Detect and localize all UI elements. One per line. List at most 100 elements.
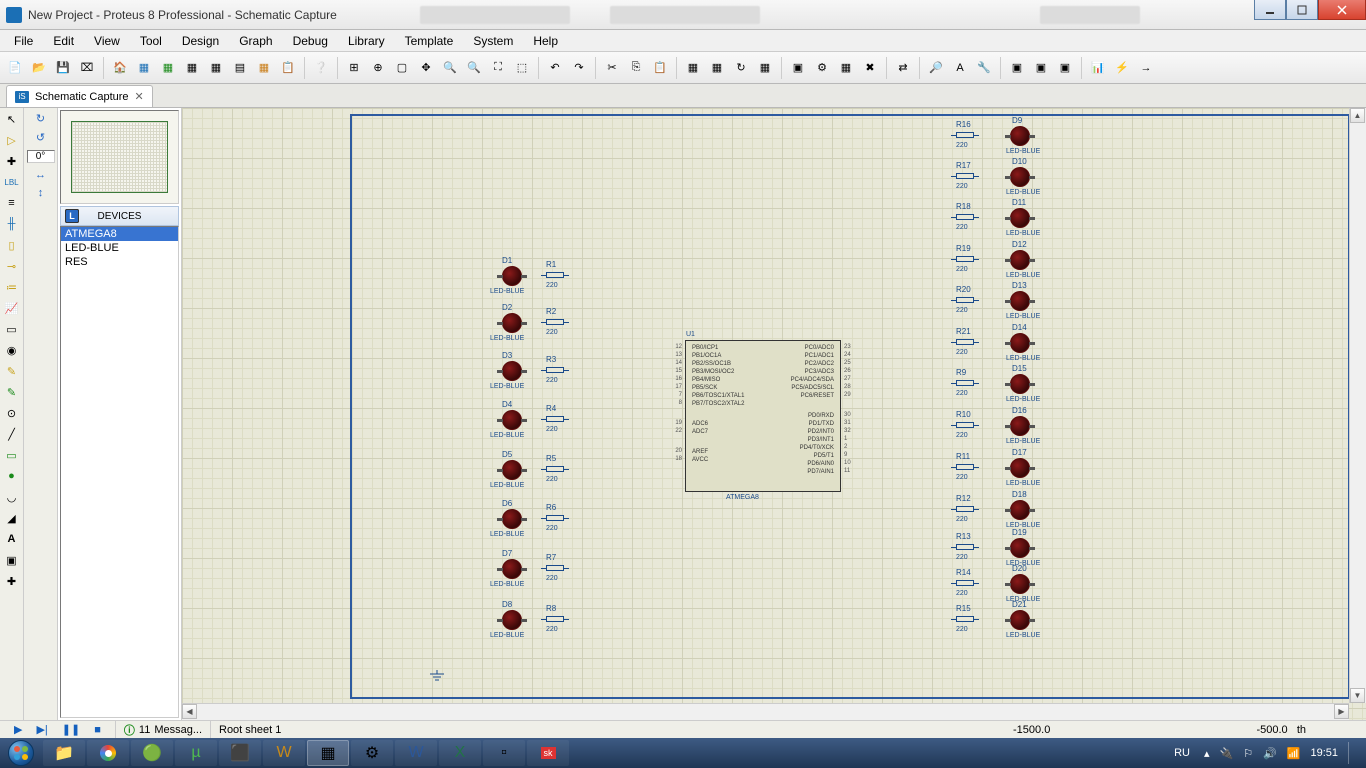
origin-button[interactable]: ⊕ — [367, 57, 389, 79]
canvas[interactable]: PB0/ICP112PB1/OC1A13PB2/SS/OC1B14PB3/MOS… — [182, 108, 1366, 720]
led-component[interactable] — [1010, 458, 1030, 478]
background-tab[interactable] — [420, 6, 570, 24]
schematic-button[interactable]: ▦ — [133, 57, 155, 79]
scroll-down-button[interactable]: ▼ — [1350, 688, 1365, 703]
home-button[interactable]: 🏠 — [109, 57, 131, 79]
taskbar-app[interactable]: W — [395, 740, 437, 766]
resistor-component[interactable] — [952, 256, 978, 264]
sheet-segment[interactable]: Root sheet 1 — [210, 721, 289, 738]
resistor-component[interactable] — [952, 173, 978, 181]
menu-tool[interactable]: Tool — [130, 32, 172, 50]
minimize-button[interactable] — [1254, 0, 1286, 20]
zoom-out-button[interactable]: 🔍 — [463, 57, 485, 79]
tape-tool[interactable]: ▭ — [2, 320, 22, 338]
list-item[interactable]: RES — [61, 255, 178, 269]
resistor-component[interactable] — [952, 464, 978, 472]
gerber-button[interactable]: ▦ — [205, 57, 227, 79]
close-project-button[interactable]: ⌧ — [76, 57, 98, 79]
snap-button[interactable]: ▢ — [391, 57, 413, 79]
search-button[interactable]: 🔎 — [925, 57, 947, 79]
junction-tool[interactable]: ✚ — [2, 152, 22, 170]
instrument-tool[interactable]: ⊙ — [2, 404, 22, 422]
led-component[interactable] — [1010, 610, 1030, 630]
device-pin-tool[interactable]: ≔ — [2, 278, 22, 296]
menu-debug[interactable]: Debug — [283, 32, 338, 50]
graph-tool[interactable]: 📈 — [2, 299, 22, 317]
selection-tool[interactable]: ↖ — [2, 110, 22, 128]
scroll-right-button[interactable]: ▶ — [1334, 704, 1349, 719]
probe-tool[interactable]: ✎ — [2, 362, 22, 380]
resistor-component[interactable] — [542, 367, 568, 375]
network-icon[interactable]: 📶 — [1287, 747, 1301, 760]
resistor-component[interactable] — [542, 466, 568, 474]
make-device-button[interactable]: ⚙ — [811, 57, 833, 79]
start-button[interactable] — [0, 738, 42, 768]
delete-sheet-button[interactable]: ▣ — [1030, 57, 1052, 79]
list-item[interactable]: ATMEGA8 — [61, 227, 178, 241]
circle-tool[interactable]: ● — [2, 467, 22, 485]
menu-template[interactable]: Template — [395, 32, 464, 50]
code-button[interactable]: ▦ — [253, 57, 275, 79]
resistor-component[interactable] — [542, 416, 568, 424]
zoom-in-button[interactable]: 🔍 — [439, 57, 461, 79]
power-icon[interactable]: 🔌 — [1219, 747, 1233, 760]
generator-tool[interactable]: ◉ — [2, 341, 22, 359]
decompose-button[interactable]: ✖ — [859, 57, 881, 79]
resistor-component[interactable] — [952, 339, 978, 347]
led-component[interactable] — [1010, 538, 1030, 558]
clock[interactable]: 19:51 — [1310, 747, 1338, 759]
horizontal-scrollbar[interactable]: ◀ ▶ — [182, 703, 1349, 720]
help-button[interactable]: ❔ — [310, 57, 332, 79]
pcb-button[interactable]: ▦ — [157, 57, 179, 79]
led-component[interactable] — [502, 266, 522, 286]
resistor-component[interactable] — [542, 272, 568, 280]
led-component[interactable] — [502, 509, 522, 529]
text-script-tool[interactable]: ≡ — [2, 194, 22, 212]
block-delete-button[interactable]: ▦ — [754, 57, 776, 79]
marker-tool[interactable]: ✚ — [2, 572, 22, 590]
resistor-component[interactable] — [952, 506, 978, 514]
pick-button[interactable]: ▣ — [787, 57, 809, 79]
new-sheet-button[interactable]: ▣ — [1006, 57, 1028, 79]
bus-tool[interactable]: ╫ — [2, 215, 22, 233]
package-button[interactable]: ▦ — [835, 57, 857, 79]
tab-close-button[interactable]: ✕ — [135, 90, 144, 103]
led-component[interactable] — [1010, 416, 1030, 436]
close-button[interactable] — [1318, 0, 1366, 20]
led-component[interactable] — [502, 559, 522, 579]
list-item[interactable]: LED-BLUE — [61, 241, 178, 255]
flag-icon[interactable]: ⚐ — [1243, 747, 1253, 760]
taskbar-app[interactable]: ⚙ — [351, 740, 393, 766]
exit-sheet-button[interactable]: ▣ — [1054, 57, 1076, 79]
devices-list[interactable]: ATMEGA8 LED-BLUE RES — [60, 226, 179, 718]
taskbar-app[interactable]: sk — [527, 740, 569, 766]
cut-button[interactable]: ✂ — [601, 57, 623, 79]
taskbar-app[interactable]: ⬛ — [219, 740, 261, 766]
resistor-component[interactable] — [952, 132, 978, 140]
led-component[interactable] — [1010, 500, 1030, 520]
flip-v-button[interactable]: ↕ — [38, 187, 44, 199]
netlist-button[interactable]: → — [1135, 57, 1157, 79]
language-indicator[interactable]: RU — [1170, 745, 1194, 761]
volume-icon[interactable]: 🔊 — [1263, 747, 1277, 760]
block-copy-button[interactable]: ▦ — [682, 57, 704, 79]
resistor-component[interactable] — [952, 616, 978, 624]
block-rotate-button[interactable]: ↻ — [730, 57, 752, 79]
menu-library[interactable]: Library — [338, 32, 395, 50]
block-move-button[interactable]: ▦ — [706, 57, 728, 79]
subcircuit-tool[interactable]: ▯ — [2, 236, 22, 254]
menu-file[interactable]: File — [4, 32, 43, 50]
scroll-up-button[interactable]: ▲ — [1350, 108, 1365, 123]
terminal-tool[interactable]: ⊸ — [2, 257, 22, 275]
play-button[interactable]: ▶ — [14, 723, 22, 736]
label-tool[interactable]: LBL — [2, 173, 22, 191]
zoom-area-button[interactable]: ⬚ — [511, 57, 533, 79]
background-tab[interactable] — [610, 6, 760, 24]
pause-button[interactable]: ❚❚ — [62, 723, 80, 736]
resistor-component[interactable] — [542, 565, 568, 573]
flip-h-button[interactable]: ↔ — [35, 169, 46, 181]
tab-schematic[interactable]: iS Schematic Capture ✕ — [6, 85, 153, 107]
tools-button[interactable]: 🔧 — [973, 57, 995, 79]
taskbar-app[interactable]: ▫ — [483, 740, 525, 766]
symbol-tool[interactable]: ▣ — [2, 551, 22, 569]
